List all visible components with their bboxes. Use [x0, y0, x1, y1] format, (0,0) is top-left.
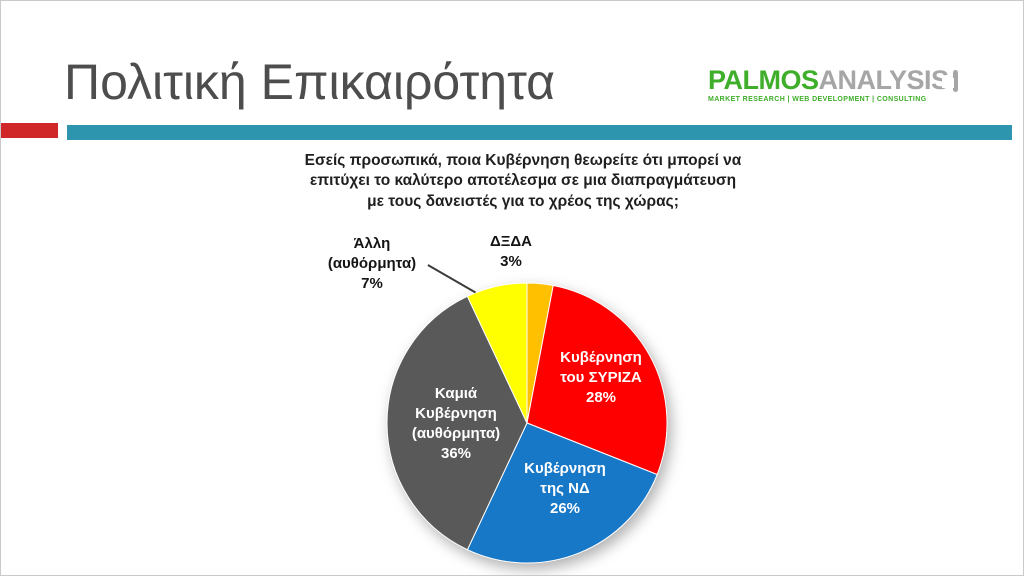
page-title: Πολιτική Επικαιρότητα — [64, 54, 556, 110]
logo-square-icon — [942, 69, 958, 92]
logo-text-primary: PALMOS — [708, 65, 819, 95]
pie-label-other: Άλλη (αυθόρμητα) 7% — [327, 235, 417, 292]
survey-question-text: Εσείς προσωπικά, ποια Κυβέρνηση θεωρείτε… — [304, 152, 742, 210]
pie-label-syriza: Κυβέρνηση του ΣΥΡΙΖΑ 28% — [560, 349, 642, 406]
pie-slice-1 — [526, 284, 668, 476]
pie-label-dk-na: ΔΞΔΑ 3% — [489, 233, 533, 270]
logo-square-inner-icon — [942, 77, 954, 88]
pie-slice-4 — [466, 282, 528, 424]
palmos-analysis-logo: PALMOS ANALYSIS MARKET RESEARCH | WEB DEV… — [708, 67, 958, 103]
pie-slice-3 — [386, 295, 528, 551]
pie-chart — [377, 273, 677, 573]
logo-wordmark: PALMOS ANALYSIS — [708, 67, 958, 94]
logo-tagline: MARKET RESEARCH | WEB DEVELOPMENT | CONS… — [708, 96, 927, 103]
accent-red-block — [1, 123, 58, 138]
pie-label-nd: Κυβέρνηση της ΝΔ 26% — [524, 460, 606, 517]
pie-label-no-government: Καμιά Κυβέρνηση (αυθόρμητα) 36% — [411, 385, 501, 462]
accent-teal-bar — [67, 125, 1012, 140]
pie-chart-svg — [386, 282, 668, 564]
pie-slice-2 — [466, 422, 658, 564]
logo-text-secondary: ANALYSIS — [818, 65, 950, 95]
